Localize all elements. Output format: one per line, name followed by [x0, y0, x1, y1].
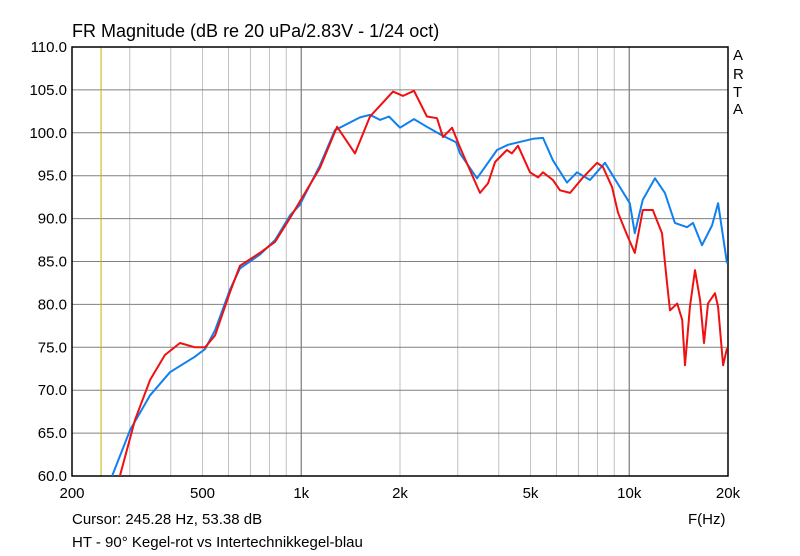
- y-tick-label: 70.0: [38, 382, 67, 399]
- y-tick-label: 85.0: [38, 254, 67, 271]
- y-tick-label: 110.0: [31, 39, 67, 56]
- x-tick-label: 5k: [523, 485, 539, 502]
- y-tick-label: 90.0: [38, 211, 67, 228]
- arta-letter: A: [733, 101, 744, 118]
- x-tick-label: 20k: [716, 485, 741, 502]
- arta-letter: T: [733, 84, 743, 101]
- legend-text: HT - 90° Kegel-rot vs Intertechnikkegel-…: [72, 534, 363, 551]
- plot-frame: [71, 46, 729, 477]
- x-tick-label: 1k: [293, 485, 309, 502]
- x-tick-label: 200: [59, 485, 84, 502]
- y-tick-label: 80.0: [38, 296, 67, 313]
- y-tick-label: 95.0: [38, 168, 67, 185]
- arta-letter: A: [733, 47, 744, 64]
- x-tick-label: 10k: [617, 485, 642, 502]
- series-line-red: [118, 89, 728, 476]
- y-tick-label: 65.0: [38, 425, 67, 442]
- chart-title: FR Magnitude (dB re 20 uPa/2.83V - 1/24 …: [72, 21, 440, 41]
- y-tick-label: 105.0: [29, 82, 67, 99]
- y-tick-label: 100.0: [29, 125, 67, 142]
- series-line-blue: [111, 113, 728, 476]
- x-tick-label: 500: [190, 485, 215, 502]
- x-tick-label: 2k: [392, 485, 408, 502]
- arta-letter: R: [733, 66, 744, 83]
- y-tick-label: 75.0: [38, 339, 67, 356]
- cursor-readout: Cursor: 245.28 Hz, 53.38 dB: [72, 511, 263, 528]
- x-axis-label: F(Hz): [688, 511, 726, 528]
- y-tick-label: 60.0: [38, 468, 67, 485]
